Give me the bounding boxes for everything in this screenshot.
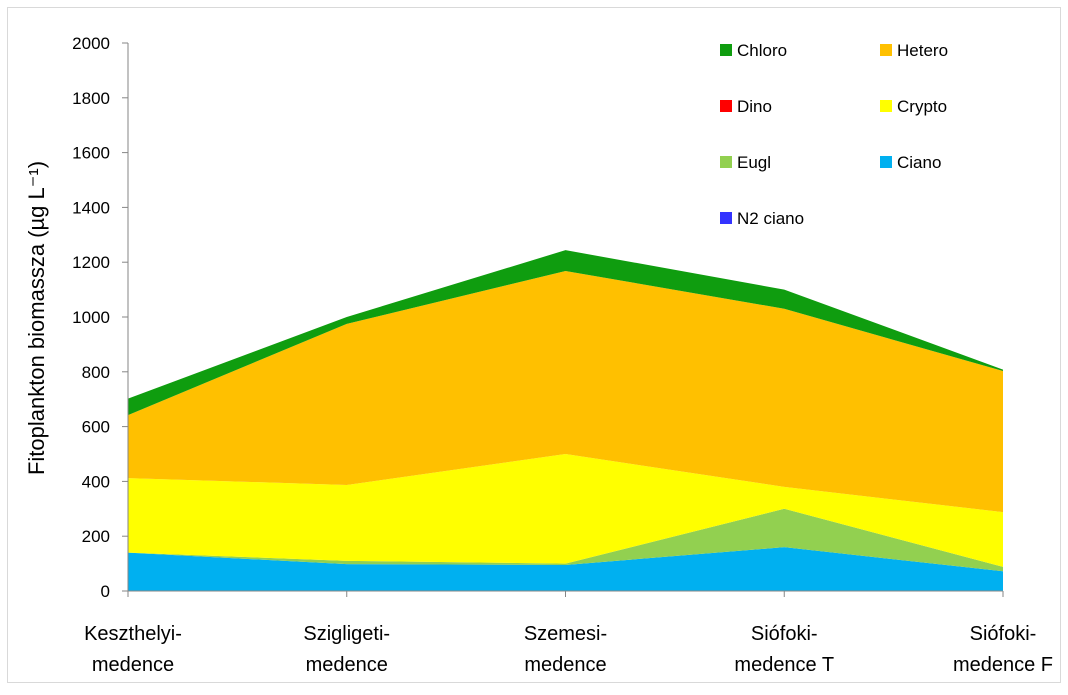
- x-tick-label: medence: [92, 654, 174, 676]
- area: [128, 508, 1003, 572]
- x-tick-label: Szigligeti-: [303, 623, 390, 645]
- legend-swatch: [720, 44, 732, 56]
- x-tick-label: medence F: [953, 654, 1053, 676]
- legend-label: Ciano: [897, 153, 941, 172]
- y-tick-label: 1400: [72, 198, 110, 217]
- y-tick-label: 2000: [72, 34, 110, 53]
- y-axis-label: Fitoplankton biomassza (µg L⁻¹): [24, 161, 49, 475]
- x-tick-label: Siófoki-: [751, 623, 818, 645]
- legend-label: N2 ciano: [737, 209, 804, 228]
- y-tick-label: 1200: [72, 253, 110, 272]
- y-tick-label: 1800: [72, 89, 110, 108]
- y-tick-label: 600: [82, 418, 110, 437]
- area: [128, 547, 1003, 591]
- x-tick-label: Siófoki-: [970, 623, 1037, 645]
- x-tick-label: medence: [524, 654, 606, 676]
- legend-swatch: [880, 44, 892, 56]
- area: [128, 270, 1003, 513]
- y-tick-label: 1000: [72, 308, 110, 327]
- x-tick-label: medence T: [734, 654, 834, 676]
- legend-label: Dino: [737, 97, 772, 116]
- legend-swatch: [880, 156, 892, 168]
- legend-swatch: [720, 156, 732, 168]
- legend-label: Crypto: [897, 97, 947, 116]
- legend-swatch: [720, 212, 732, 224]
- area: [128, 454, 1003, 567]
- y-tick-label: 1600: [72, 144, 110, 163]
- y-tick-label: 200: [82, 527, 110, 546]
- area: [128, 250, 1003, 416]
- legend-swatch: [880, 100, 892, 112]
- x-tick-label: Keszthelyi-: [84, 623, 182, 645]
- y-tick-label: 400: [82, 472, 110, 491]
- legend-swatch: [720, 100, 732, 112]
- x-tick-label: Szemesi-: [524, 623, 607, 645]
- legend-label: Hetero: [897, 41, 948, 60]
- x-tick-label: medence: [306, 654, 388, 676]
- y-tick-label: 800: [82, 363, 110, 382]
- legend-label: Eugl: [737, 153, 771, 172]
- legend-label: Chloro: [737, 41, 787, 60]
- y-tick-label: 0: [101, 582, 110, 601]
